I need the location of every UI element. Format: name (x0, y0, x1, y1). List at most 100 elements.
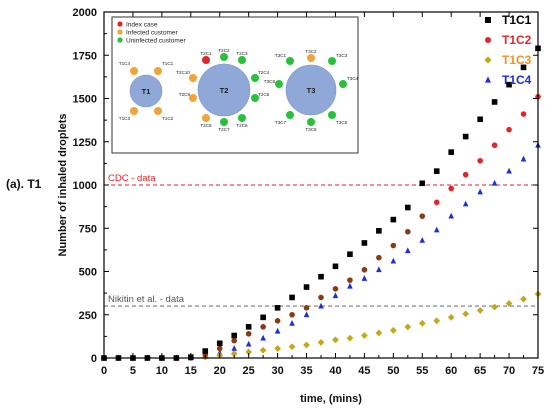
y-tick-label: 500 (79, 267, 97, 279)
seat-t1c1 (154, 67, 162, 75)
seat-t3c5 (328, 111, 336, 119)
seat-t2c2 (220, 53, 228, 61)
data-point-t1c2 (245, 330, 252, 337)
seat-t3c3 (328, 57, 336, 65)
data-point-t1c3 (274, 345, 281, 352)
seat-t2c7 (220, 118, 228, 126)
seat-label: T2C1 (200, 51, 212, 56)
data-point-t1c4 (347, 282, 353, 289)
data-point-t1c1 (405, 204, 411, 211)
data-point-t1c2 (477, 157, 483, 164)
seat-t2c4 (251, 74, 259, 82)
y-tick-label: 1750 (73, 50, 97, 62)
data-point-t1c2 (231, 337, 237, 344)
data-point-t1c2 (405, 228, 411, 235)
seat-label: T2C8 (200, 123, 212, 128)
data-point-t1c3 (317, 339, 325, 346)
inset-legend-label: Index case (126, 22, 158, 29)
x-tick-label: 25 (243, 365, 255, 377)
seat-label: T2C6 (236, 123, 248, 128)
data-point-t1c4 (303, 311, 310, 318)
table-t3 (285, 64, 337, 116)
data-point-t1c4 (361, 275, 368, 281)
data-point-t1c4 (506, 167, 512, 174)
data-point-t1c4 (274, 327, 281, 334)
seat-t3c6 (307, 118, 315, 126)
seat-label: T3C5 (336, 120, 348, 125)
data-point-t1c1 (376, 228, 382, 234)
data-point-t1c4 (260, 334, 266, 341)
data-point-t1c2 (274, 318, 281, 324)
legend-label-t1c1: T1C1 (502, 13, 532, 27)
seat-t3c7 (286, 111, 294, 119)
data-point-t1c2 (347, 277, 353, 283)
data-point-t1c3 (476, 307, 484, 314)
data-point-t1c1 (303, 284, 310, 290)
seat-label: T3C4 (347, 76, 359, 81)
seat-label: T3C6 (305, 127, 317, 132)
seat-t2c3 (238, 56, 246, 64)
x-tick-label: 55 (416, 365, 428, 377)
legend-marker-t1c1 (485, 17, 491, 23)
seat-label: T2C10 (176, 70, 190, 75)
data-point-t1c2 (216, 345, 223, 352)
x-axis-label: time, (mins) (300, 393, 362, 405)
legend-label-t1c3: T1C3 (502, 53, 532, 67)
x-tick-label: 50 (387, 365, 399, 377)
data-point-t1c2 (506, 126, 512, 133)
data-point-t1c1 (448, 149, 454, 155)
seat-t2c5 (251, 94, 259, 102)
inset-legend-dot (117, 37, 123, 43)
data-point-t1c4 (419, 236, 426, 243)
data-point-t1c3 (332, 336, 339, 344)
data-point-t1c3 (346, 334, 354, 342)
data-point-t1c4 (390, 257, 397, 264)
data-point-t1c3 (245, 348, 253, 356)
seat-t2c1 (202, 56, 210, 64)
table-t1 (129, 74, 163, 108)
data-point-t1c1 (289, 294, 295, 301)
data-point-t1c4 (245, 340, 252, 347)
data-point-t1c3 (505, 300, 513, 307)
seat-label: T1C1 (162, 61, 174, 66)
data-point-t1c3 (259, 346, 267, 354)
y-tick-label: 750 (79, 223, 97, 235)
data-point-t1c4 (462, 200, 469, 207)
data-point-t1c2 (448, 185, 455, 192)
data-point-t1c2 (390, 242, 397, 249)
data-point-t1c1 (390, 216, 397, 223)
inset-legend-dot (117, 29, 123, 35)
seat-label: T2C7 (218, 127, 230, 132)
data-point-t1c2 (361, 266, 368, 273)
seat-label: T1C4 (119, 61, 131, 66)
data-point-t1c2 (433, 199, 440, 206)
y-tick-label: 2000 (73, 7, 97, 19)
x-tick-label: 40 (329, 365, 341, 377)
data-point-t1c2 (332, 286, 339, 292)
data-point-t1c1 (506, 81, 512, 88)
data-point-t1c4 (318, 302, 324, 309)
x-tick-label: 10 (156, 365, 168, 377)
data-point-t1c1 (433, 168, 440, 174)
seat-label: T2C5 (258, 92, 270, 97)
data-point-t1c3 (375, 329, 383, 337)
data-point-t1c3 (491, 303, 498, 311)
data-point-t1c1 (477, 116, 483, 123)
legend-label-t1c2: T1C2 (502, 33, 532, 47)
data-point-t1c3 (361, 332, 368, 339)
data-point-t1c4 (376, 266, 382, 273)
x-tick-label: 5 (130, 365, 136, 377)
seat-label: T3C2 (305, 49, 317, 54)
data-point-t1c1 (231, 332, 237, 339)
data-point-t1c1 (260, 314, 266, 321)
data-point-t1c3 (389, 326, 397, 334)
seat-label: T2C3 (236, 51, 248, 56)
seat-label: T2C9 (179, 92, 191, 97)
data-point-t1c3 (418, 320, 426, 327)
seat-label: T3C3 (336, 53, 348, 58)
seat-t1c4 (130, 67, 138, 75)
seat-t2c8 (202, 114, 210, 122)
x-tick-label: 35 (300, 365, 312, 377)
seat-t2c6 (238, 114, 246, 122)
